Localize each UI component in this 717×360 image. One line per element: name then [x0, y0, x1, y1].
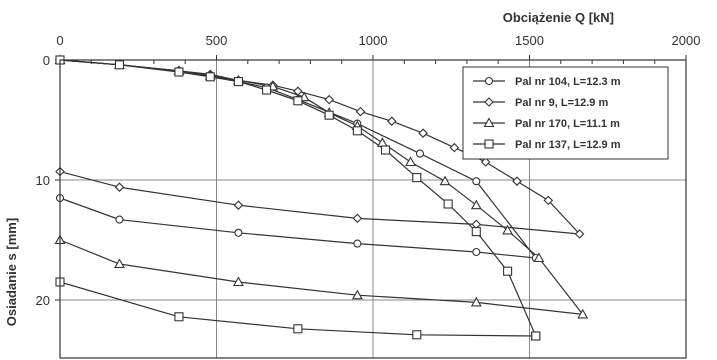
- legend: Pal nr 104, L=12.3 m Pal nr 9, L=12.9 m Pa…: [462, 66, 669, 160]
- data-point-s4: [380, 145, 391, 155]
- data-point-s4: [443, 199, 453, 209]
- data-point-s4: [531, 331, 541, 341]
- y-axis-ticks: 0 10 20: [36, 53, 60, 308]
- legend-marker: [483, 117, 495, 128]
- y-tick-label: 10: [36, 173, 50, 188]
- data-point-s3: [114, 258, 125, 269]
- plot-frame: [59, 59, 687, 359]
- data-point-s4: [352, 126, 362, 136]
- data-point-s3: [232, 276, 244, 287]
- legend-entry: Pal nr 9, L=12.9 m: [473, 97, 608, 109]
- data-point-s4: [471, 227, 481, 237]
- x-tick-label: 1500: [515, 33, 544, 48]
- x-tick-label: 1000: [359, 33, 388, 48]
- data-point-s2: [233, 200, 244, 210]
- data-point-s1: [415, 149, 425, 158]
- data-point-s2: [352, 213, 363, 224]
- y-axis-title: Osiadanie s [mm]: [4, 218, 19, 326]
- legend-label: Pal nr 170, L=11.1 m: [515, 118, 620, 130]
- legend-entry: Pal nr 104, L=12.3 m: [473, 76, 621, 88]
- data-point-s4: [412, 330, 422, 340]
- data-point-s4: [324, 110, 334, 120]
- data-point-s4: [293, 96, 303, 106]
- data-point-s4: [412, 173, 422, 183]
- data-point-s1: [115, 215, 124, 224]
- data-point-s4: [205, 72, 215, 82]
- data-point-s2: [543, 195, 554, 206]
- data-point-s3: [533, 252, 545, 263]
- x-tick-label: 2000: [672, 33, 701, 48]
- legend-marker: [484, 76, 494, 86]
- legend-entry: Pal nr 170, L=11.1 m: [473, 117, 620, 130]
- data-point-s4: [174, 67, 184, 77]
- data-point-s2: [324, 94, 334, 105]
- data-point-s3: [577, 308, 589, 319]
- legend-label: Pal nr 137, L=12.9 m: [515, 139, 621, 151]
- data-point-s3: [502, 224, 514, 235]
- data-point-s2: [293, 86, 303, 96]
- data-point-s4: [114, 60, 125, 70]
- data-point-s4: [233, 77, 243, 87]
- data-point-s1: [353, 239, 362, 248]
- x-tick-label: 0: [56, 33, 63, 48]
- data-point-s4: [174, 312, 184, 322]
- data-point-s3: [376, 137, 388, 147]
- data-point-s3: [470, 199, 482, 210]
- data-point-s4: [503, 266, 513, 276]
- legend-marker: [484, 97, 494, 107]
- data-point-s2: [114, 182, 125, 192]
- y-tick-label: 20: [36, 293, 50, 308]
- data-point-s4: [262, 85, 272, 95]
- data-point-s2: [512, 176, 522, 186]
- data-point-s2: [387, 116, 397, 126]
- data-point-s1: [234, 228, 243, 237]
- x-tick-label: 500: [206, 33, 228, 48]
- data-point-s2: [480, 157, 491, 167]
- data-point-s2: [449, 142, 460, 153]
- legend-label: Pal nr 9, L=12.9 m: [515, 97, 608, 109]
- legend-marker: [484, 139, 494, 149]
- data-point-s3: [405, 156, 417, 167]
- data-point-s3: [470, 296, 482, 307]
- legend-label: Pal nr 104, L=12.3 m: [515, 76, 621, 88]
- data-point-s1: [472, 177, 481, 186]
- data-point-s3: [439, 175, 451, 186]
- x-axis-ticks: 0 500 1000 1500 2000: [56, 33, 700, 64]
- data-point-s2: [355, 106, 366, 117]
- data-point-s2: [574, 229, 585, 239]
- y-tick-label: 0: [43, 53, 50, 68]
- data-point-s4: [293, 324, 303, 334]
- legend-entry: Pal nr 137, L=12.9 m: [473, 139, 621, 151]
- x-axis-title: Obciążenie Q [kN]: [503, 10, 614, 25]
- data-point-s3: [351, 289, 363, 300]
- data-point-s1: [472, 247, 481, 257]
- data-point-s2: [418, 128, 428, 138]
